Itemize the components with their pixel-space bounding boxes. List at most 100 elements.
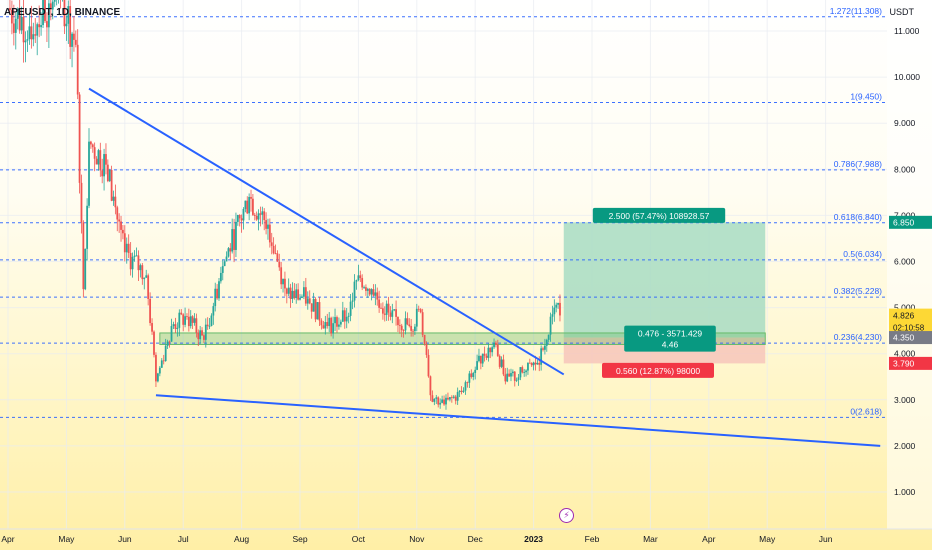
candle-body <box>318 302 321 321</box>
currency-unit: USDT <box>889 7 915 17</box>
price-tick-label: 4.000 <box>894 349 916 359</box>
candle-body <box>26 39 29 41</box>
candle-body <box>106 164 109 182</box>
target-price-tag: 6.850 <box>889 215 932 229</box>
candle-body <box>16 8 19 19</box>
candle-body <box>410 326 413 331</box>
price-tick-label: 10.000 <box>894 72 920 82</box>
candle-body <box>341 310 344 322</box>
candle-body <box>433 398 436 402</box>
candle-body <box>439 402 442 405</box>
candle-body <box>456 392 459 401</box>
candle-body <box>521 367 524 373</box>
candle-body <box>289 287 292 299</box>
entry-price-tag: 4.350 <box>889 331 932 345</box>
candle-body <box>402 330 405 331</box>
candle-body <box>71 33 73 47</box>
candle-body <box>398 325 401 326</box>
candle-body <box>468 373 471 383</box>
candle-body <box>338 324 340 327</box>
candle-body <box>227 248 230 257</box>
candle-body <box>44 0 46 22</box>
candle-body <box>125 243 128 253</box>
candle-body <box>397 316 399 326</box>
candle-body <box>282 278 284 285</box>
candle-body <box>513 371 516 381</box>
candle-body <box>557 302 559 305</box>
candle-body <box>400 325 403 331</box>
candle-body <box>252 198 254 215</box>
lightning-icon[interactable]: ⚡ <box>559 508 574 523</box>
candle-body <box>40 25 42 28</box>
candle-body <box>312 298 315 312</box>
candle-body <box>172 324 175 327</box>
candle-body <box>263 211 266 221</box>
candle-body <box>366 288 369 291</box>
candle-body <box>536 362 539 365</box>
candle-body <box>233 229 235 250</box>
candle-body <box>328 317 331 327</box>
candle-body <box>511 371 514 374</box>
fib-level-label: 0.786(7.988) <box>834 159 882 169</box>
candle-body <box>18 8 21 31</box>
candle-body <box>365 287 367 291</box>
candle-body <box>63 0 66 27</box>
entry-price-tag-text: 4.350 <box>893 333 915 343</box>
candle-body <box>76 44 79 95</box>
candle-body <box>376 292 379 300</box>
candle-body <box>65 23 68 27</box>
candle-body <box>80 182 83 223</box>
candle-body <box>84 248 87 290</box>
candle-body <box>186 316 188 318</box>
candle-body <box>97 150 100 165</box>
candle-body <box>131 256 134 270</box>
candle-body <box>538 362 541 365</box>
target-label-bg <box>592 207 726 223</box>
candle-body <box>297 289 300 300</box>
candle-body <box>534 362 537 365</box>
candle-body <box>99 150 102 171</box>
candle-body <box>359 275 362 279</box>
price-axis-bg <box>887 0 932 529</box>
candle-body <box>218 281 220 299</box>
candle-body <box>203 335 205 340</box>
candle-body <box>168 341 171 343</box>
candle-body <box>332 323 334 334</box>
candle-body <box>406 318 409 325</box>
candle-body <box>253 214 256 216</box>
candle-body <box>276 253 279 262</box>
candle-body <box>462 390 465 392</box>
candle-body <box>391 310 394 317</box>
candle-body <box>178 312 181 328</box>
candle-body <box>357 275 360 281</box>
candle-body <box>299 297 301 300</box>
candle-body <box>353 281 356 301</box>
candle-body <box>308 298 311 304</box>
candle-body <box>208 325 211 327</box>
support-zone <box>159 332 766 345</box>
candle-body <box>123 233 126 253</box>
entry-price-tag-bg <box>889 331 932 345</box>
candle-body <box>452 396 455 398</box>
candle-body <box>474 369 477 373</box>
candle-body <box>542 348 544 350</box>
candle-body <box>336 317 338 327</box>
candle-body <box>393 309 396 311</box>
candle-body <box>519 367 522 378</box>
candle-body <box>326 322 329 327</box>
candle-body <box>502 359 505 375</box>
candle-body <box>153 331 155 355</box>
candle-body <box>441 399 444 403</box>
candle-body <box>466 382 469 384</box>
candle-body <box>158 367 161 374</box>
candle-body <box>268 224 271 243</box>
candle-body <box>103 154 105 177</box>
candle-body <box>108 170 111 182</box>
candle-body <box>437 397 440 405</box>
candle-body <box>500 359 503 367</box>
candle-body <box>78 94 81 183</box>
time-tick-label: Nov <box>409 534 425 544</box>
candle-body <box>448 397 451 400</box>
